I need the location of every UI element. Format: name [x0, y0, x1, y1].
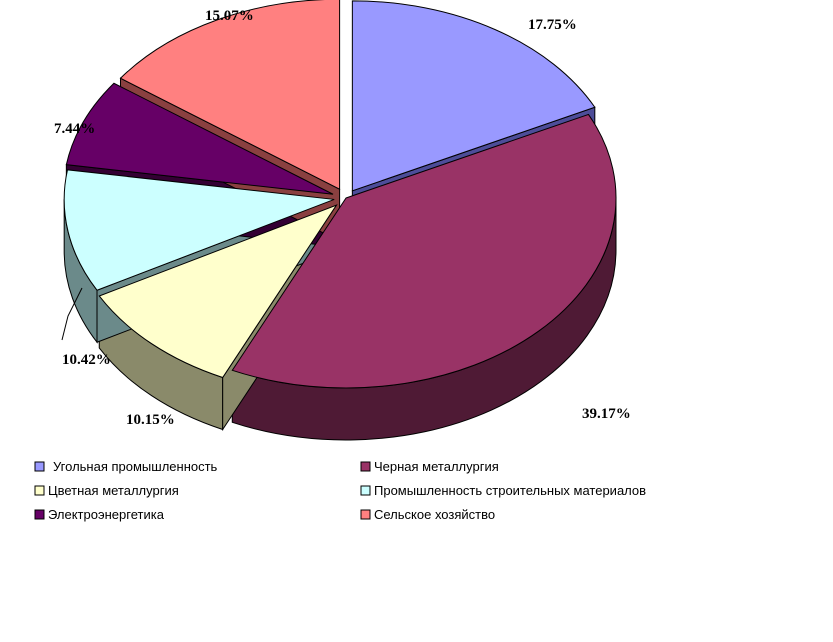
pie-slice-2 [98, 204, 338, 379]
legend-label-2: Цветная металлургия [48, 483, 179, 498]
pie-slice-4 [65, 82, 334, 195]
legend-swatch-4 [34, 509, 45, 520]
data-label-2: 10.15% [126, 412, 175, 428]
legend-label-0: Угольная промышленность [53, 459, 218, 474]
data-label-0: 17.75% [528, 17, 577, 33]
legend-swatch-2 [34, 485, 45, 496]
legend-label-5: Сельское хозяйство [374, 507, 495, 522]
legend-label-3: Промышленность строительных материалов [374, 483, 646, 498]
legend: Угольная промышленность Черная металлурги… [34, 459, 646, 522]
legend-label-1: Черная металлургия [374, 459, 499, 474]
pie-slice-1 [231, 113, 617, 389]
data-label-3: 10.42% [62, 352, 111, 368]
label-leader-lines [61, 287, 83, 341]
data-label-4: 7.44% [54, 121, 95, 137]
pie-slice-0 [351, 0, 596, 192]
data-label-5: 15.07% [205, 8, 254, 24]
legend-swatch-5 [360, 509, 371, 520]
legend-swatch-1 [360, 461, 371, 472]
data-label-1: 39.17% [582, 406, 631, 422]
pie-data-labels: 17.75% 39.17% 10.15% 10.42% 7.44% 15.07% [54, 8, 631, 428]
pie-slice-5 [119, 0, 341, 191]
leader-line [61, 287, 83, 341]
legend-swatch-3 [360, 485, 371, 496]
legend-label-4: Электроэнергетика [48, 507, 165, 522]
legend-swatch-0 [34, 461, 45, 472]
pie-slice-tops [63, 0, 617, 389]
pie-slice-3 [63, 169, 335, 291]
